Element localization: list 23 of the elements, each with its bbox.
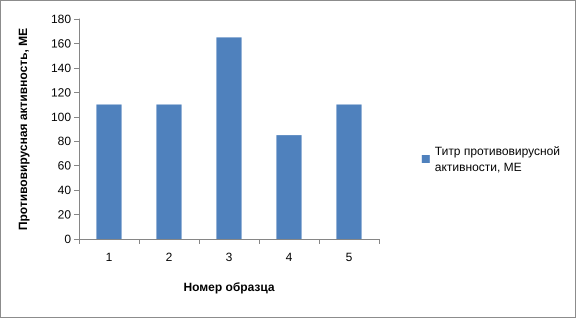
bar bbox=[336, 104, 362, 239]
x-tick-label: 3 bbox=[226, 250, 233, 264]
bar bbox=[96, 104, 122, 239]
legend-label: Титр противовирусной активности, МЕ bbox=[434, 144, 560, 174]
y-tick-label: 140 bbox=[50, 60, 72, 75]
y-tick-label: 0 bbox=[64, 232, 72, 246]
y-tick-label: 100 bbox=[50, 110, 72, 124]
bar bbox=[276, 135, 302, 239]
y-tick-label: 120 bbox=[50, 85, 72, 100]
x-axis-title: Номер образца bbox=[183, 280, 275, 294]
x-tick-label: 4 bbox=[286, 250, 293, 264]
y-tick-label: 20 bbox=[58, 208, 72, 222]
y-axis-title: Противовирусная активность, МЕ bbox=[16, 28, 30, 230]
bar bbox=[216, 37, 242, 239]
y-tick-label: 80 bbox=[58, 134, 72, 148]
x-tick-label: 1 bbox=[106, 250, 113, 264]
x-tick-label: 2 bbox=[166, 250, 173, 264]
y-tick-label: 40 bbox=[58, 183, 72, 198]
y-tick-label: 180 bbox=[50, 12, 72, 26]
x-tick-label: 5 bbox=[346, 250, 353, 264]
y-tick-label: 60 bbox=[58, 158, 72, 173]
y-tick-label: 160 bbox=[50, 36, 72, 50]
bar bbox=[156, 104, 182, 239]
